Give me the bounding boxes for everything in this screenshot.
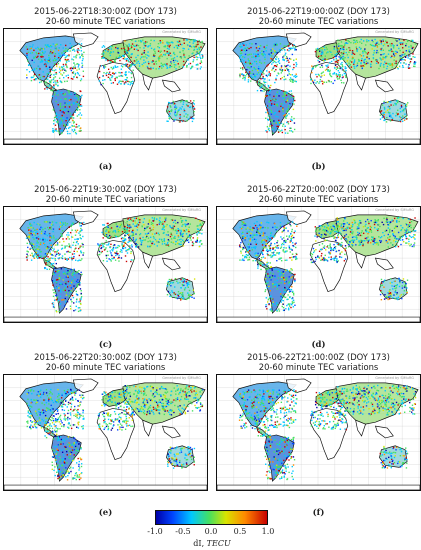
tec-speckle	[25, 217, 204, 313]
continent-antarctica	[217, 316, 420, 322]
continent-africa	[96, 62, 136, 114]
tec-speckle	[239, 38, 417, 134]
tec-speckle	[25, 38, 204, 135]
tec-speckle	[238, 384, 417, 481]
continent-antarctica	[4, 138, 207, 144]
continent-australia	[166, 445, 195, 468]
map-credit: Generated by SIMuRG	[375, 30, 414, 34]
world-map: Generated by SIMuRG	[216, 28, 421, 145]
panel-label: (b)	[311, 162, 326, 172]
continent-samerica	[264, 434, 295, 482]
continent-antarctica	[4, 316, 207, 322]
continent-greenland	[72, 210, 99, 226]
panel-label: (a)	[98, 162, 113, 172]
continent-antarctica	[217, 484, 420, 490]
colorbar-tick: 1.0	[261, 527, 275, 536]
tec-speckle	[26, 384, 204, 481]
continent-seasia	[374, 257, 394, 271]
map-credit: Generated by SIMuRG	[162, 208, 201, 212]
continent-seasia	[161, 425, 181, 439]
continent-africa	[96, 240, 136, 292]
continent-seasia	[374, 425, 394, 439]
panel-subtitle: 20-60 minute TEC variations	[258, 194, 379, 204]
continent-greenland	[285, 32, 312, 48]
continent-seasia	[161, 79, 181, 93]
world-map: Generated by SIMuRG	[216, 206, 421, 323]
panel-title: 2015-06-22T20:00:00Z (DOY 173)	[247, 184, 390, 194]
world-map: Generated by SIMuRG	[3, 374, 208, 491]
panel-label: (d)	[311, 340, 326, 350]
panel-subtitle: 20-60 minute TEC variations	[45, 194, 166, 204]
continent-africa	[96, 408, 136, 460]
panel-title: 2015-06-22T21:00:00Z (DOY 173)	[247, 352, 390, 362]
continent-greenland	[285, 210, 312, 226]
tec-speckle	[238, 216, 417, 312]
continent-samerica	[51, 434, 82, 482]
continent-antarctica	[4, 484, 207, 490]
continent-greenland	[72, 378, 99, 394]
continent-india	[355, 419, 366, 437]
panel-subtitle: 20-60 minute TEC variations	[45, 362, 166, 372]
colorbar: -1.0 -0.5 0.0 0.5 1.0 dI, TECU	[147, 510, 275, 550]
continents	[4, 32, 207, 144]
map-credit: Generated by SIMuRG	[375, 208, 414, 212]
panel-subtitle: 20-60 minute TEC variations	[258, 16, 379, 26]
panel-label: (c)	[98, 340, 113, 350]
continent-seasia	[161, 257, 181, 271]
panel-label: (e)	[98, 508, 113, 518]
panel-title: 2015-06-22T20:30:00Z (DOY 173)	[34, 352, 177, 362]
continent-antarctica	[217, 138, 420, 144]
colorbar-tick: -1.0	[147, 527, 163, 536]
continent-india	[142, 419, 153, 437]
continent-greenland	[72, 32, 99, 48]
world-map: Generated by SIMuRG	[3, 28, 208, 145]
colorbar-tick: 0.0	[204, 527, 218, 536]
continent-india	[142, 73, 153, 91]
colorbar-label-prefix: dI,	[193, 539, 207, 548]
colorbar-tick: 0.5	[233, 527, 247, 536]
colorbar-tick: -0.5	[175, 527, 191, 536]
colorbar-label-unit: TECU	[206, 539, 231, 548]
continent-india	[142, 251, 153, 269]
continent-europe	[102, 388, 130, 407]
map-credit: Generated by SIMuRG	[375, 376, 414, 380]
colorbar-label: dI, TECU	[151, 539, 273, 548]
continents	[4, 378, 207, 490]
panel-subtitle: 20-60 minute TEC variations	[45, 16, 166, 26]
continent-africa	[309, 408, 349, 460]
panel-title: 2015-06-22T19:30:00Z (DOY 173)	[34, 184, 177, 194]
colorbar-gradient	[155, 510, 268, 525]
continent-india	[355, 73, 366, 91]
map-credit: Generated by SIMuRG	[162, 376, 201, 380]
panel-title: 2015-06-22T19:00:00Z (DOY 173)	[247, 6, 390, 16]
continents	[217, 32, 420, 144]
panel-label: (f)	[312, 508, 325, 518]
continents	[217, 378, 420, 490]
continent-greenland	[285, 378, 312, 394]
continent-asia	[335, 214, 419, 257]
world-map: Generated by SIMuRG	[3, 206, 208, 323]
continent-seasia	[374, 79, 394, 93]
panel-subtitle: 20-60 minute TEC variations	[258, 362, 379, 372]
continent-india	[355, 251, 366, 269]
panel-title: 2015-06-22T18:30:00Z (DOY 173)	[34, 6, 177, 16]
map-credit: Generated by SIMuRG	[162, 30, 201, 34]
world-map: Generated by SIMuRG	[216, 374, 421, 491]
